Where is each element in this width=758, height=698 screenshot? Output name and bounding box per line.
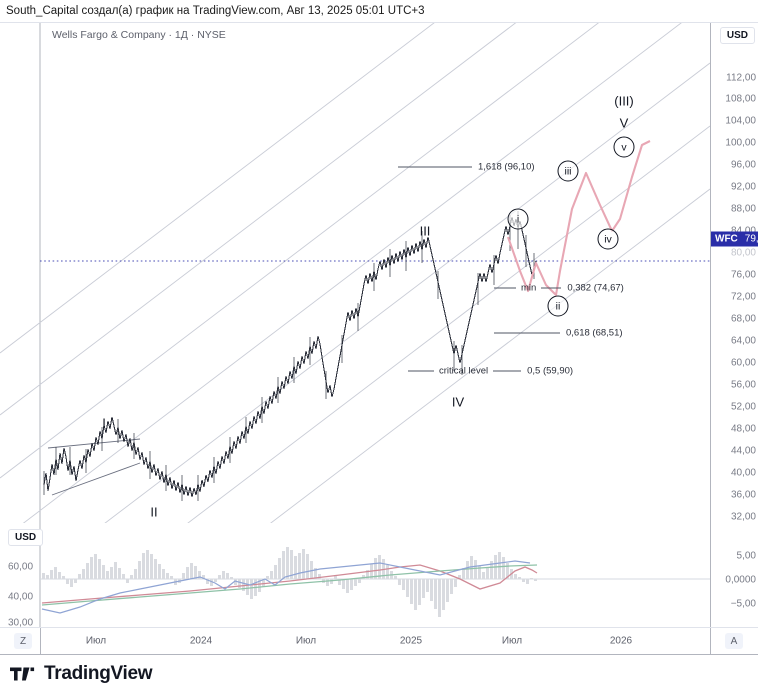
indicator-right-tick: −5,00 [730, 598, 756, 610]
fib-note-min: min [521, 282, 537, 294]
fib-note-critical-level: critical level [439, 365, 489, 377]
indicator-pane[interactable]: USD 60,00 40,00 30,00 [0, 523, 758, 629]
time-tick: Июл [295, 635, 317, 647]
price-pane[interactable]: I II III IV V (III) i ii iii iv v 1,618 … [0, 22, 758, 524]
fib-label: 0,5 (59,90) [527, 365, 574, 377]
fib-level-0382[interactable]: min 0,382 (74,67) [494, 283, 624, 294]
price-tick: 92,00 [730, 181, 756, 193]
price-tick: 96,00 [730, 159, 756, 171]
price-tick: 112,00 [726, 72, 756, 84]
price-tick: 64,00 [730, 335, 756, 347]
fib-label: 0,618 (68,51) [566, 327, 623, 339]
price-plot[interactable]: I II III IV V (III) i ii iii iv v 1,618 … [0, 23, 710, 523]
subwave-label-i: i [507, 208, 529, 230]
price-tick: 32,00 [730, 511, 756, 523]
fib-level-1618[interactable]: 1,618 (96,10) [398, 162, 535, 173]
chart-legend[interactable]: Wells Fargo & Company · 1Д · NYSE [52, 29, 226, 41]
price-tick: 68,00 [730, 313, 756, 325]
subwave-label-iv: iv [597, 228, 619, 250]
price-tick: 80,00 [730, 247, 756, 259]
indicator-plot[interactable] [0, 523, 710, 627]
tradingview-mark-icon [10, 667, 35, 681]
current-price-badge[interactable]: WFC 79,48 [711, 231, 758, 247]
fib-label: 1,618 (96,10) [478, 161, 535, 173]
time-tick: 2025 [399, 635, 423, 647]
indicator-right-tick: 0,0000 [725, 574, 756, 586]
price-tick: 56,00 [730, 379, 756, 391]
fib-line [398, 166, 472, 168]
time-tick: 2024 [189, 635, 213, 647]
fib-line [494, 332, 560, 334]
price-tick: 104,00 [725, 115, 756, 127]
fib-line [408, 370, 434, 372]
attribution-header: South_Capital создал(а) график на Tradin… [6, 5, 425, 17]
axis-divider-left [40, 628, 41, 654]
tradingview-wordmark: TradingView [44, 663, 153, 684]
tradingview-logo[interactable]: TradingView [10, 663, 153, 685]
wave-label-III: III [419, 223, 431, 239]
wave-label-V: V [619, 115, 629, 131]
subwave-label-ii: ii [547, 295, 569, 317]
price-tick: 48,00 [730, 423, 756, 435]
wave-label-II: II [150, 504, 158, 520]
price-tick: 84,00 [731, 226, 756, 237]
wave-label-IV: IV [451, 394, 465, 410]
chart-container: I II III IV V (III) i ii iii iv v 1,618 … [0, 22, 758, 629]
indicator-axis[interactable]: 5,00 0,0000 −5,00 [710, 523, 758, 627]
indicator-left-tick: 60,00 [8, 561, 34, 573]
price-tick: 36,00 [730, 489, 756, 501]
price-tick: 40,00 [730, 467, 756, 479]
price-tick: 108,00 [725, 93, 756, 105]
time-axis-left-edge[interactable]: Z [14, 633, 32, 649]
time-axis-right-edge[interactable]: A [725, 633, 743, 649]
indicator-currency-label: USD [8, 529, 44, 546]
price-tick: 52,00 [730, 401, 756, 413]
price-axis-currency: USD [719, 27, 755, 44]
price-tick: 76,00 [730, 269, 756, 281]
price-tick: 60,00 [730, 357, 756, 369]
fib-line [493, 370, 522, 372]
subwave-label-iii: iii [557, 160, 579, 182]
indicator-left-tick: 40,00 [8, 591, 34, 603]
wave-label-I: I [102, 415, 106, 431]
price-tick: 72,00 [730, 291, 756, 303]
time-tick: Июл [501, 635, 523, 647]
fib-line [494, 287, 516, 289]
indicator-right-tick: 5,00 [736, 550, 756, 562]
wave-label-III-major: (III) [614, 93, 634, 109]
subwave-label-v: v [613, 136, 635, 158]
indicator-canvas [39, 523, 710, 627]
fib-level-05-critical[interactable]: critical level 0,5 (59,90) [408, 366, 573, 377]
price-badge-symbol: WFC [715, 233, 738, 245]
time-axis[interactable]: Z Июл 2024 Июл 2025 Июл 2026 A [0, 628, 758, 655]
price-canvas [0, 23, 710, 523]
time-tick: Июл [85, 635, 107, 647]
price-tick: 100,00 [725, 137, 756, 149]
price-tick: 44,00 [730, 445, 756, 457]
fib-label: 0,382 (74,67) [567, 282, 624, 294]
fib-level-0618[interactable]: 0,618 (68,51) [494, 328, 623, 339]
axis-divider-right [710, 628, 711, 654]
indicator-left-tick: 30,00 [8, 617, 34, 629]
price-axis[interactable]: USD 112,00 108,00 104,00 100,00 96,00 92… [710, 23, 758, 523]
time-tick: 2026 [609, 635, 633, 647]
price-tick: 88,00 [730, 203, 756, 215]
fib-line [541, 287, 562, 289]
price-badge-value: 79,48 [744, 233, 758, 245]
